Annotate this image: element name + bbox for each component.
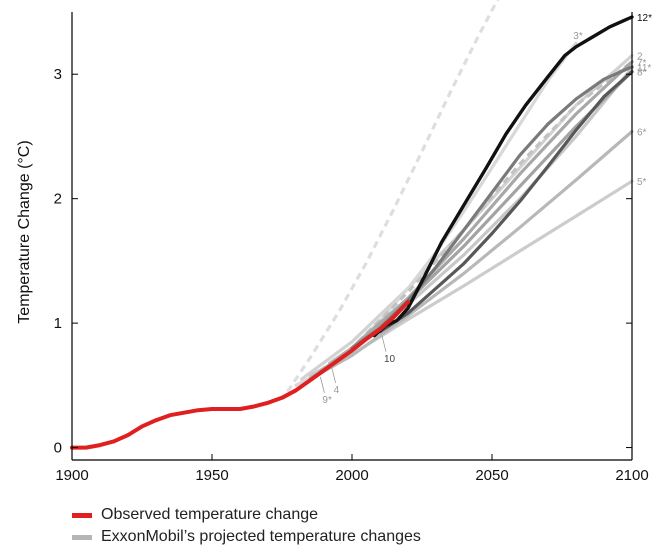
temperature-chart: 1 2 3* 4 5* 6* 7*8* 9* 10 11* 12* 1900 1950 2000 2050… <box>16 0 652 484</box>
series-label-10: 10 <box>384 354 396 365</box>
legend: Observed temperature change ExxonMobil’s… <box>72 504 421 548</box>
series-label-8: 8* <box>637 68 647 79</box>
legend-item-projected: ExxonMobil’s projected temperature chang… <box>72 526 421 548</box>
series-label-12: 12* <box>637 13 652 24</box>
legend-item-observed: Observed temperature change <box>72 504 421 526</box>
observed-series-line <box>70 300 410 450</box>
x-tick-label: 2050 <box>475 467 508 484</box>
label-leader-line <box>381 335 387 352</box>
x-tick-label: 2000 <box>335 467 368 484</box>
series-label-7: 7* <box>637 58 647 69</box>
y-tick-label: 0 <box>54 440 62 457</box>
y-tick-label: 2 <box>54 191 62 208</box>
label-leader-line <box>320 376 325 393</box>
legend-label-observed: Observed temperature change <box>101 506 319 523</box>
projection-series-line-2 <box>300 53 634 381</box>
x-tick-label: 2100 <box>615 467 648 484</box>
projection-series-line-1 <box>286 0 500 393</box>
y-tick-label: 1 <box>54 315 62 332</box>
x-tick-label: 1900 <box>55 467 88 484</box>
series-label-5: 5* <box>637 177 647 188</box>
projection-series-line-12 <box>372 15 634 338</box>
y-axis-title: Temperature Change (°C) <box>16 140 33 323</box>
legend-label-projected: ExxonMobil’s projected temperature chang… <box>101 528 421 545</box>
legend-swatch-projected <box>72 534 92 540</box>
series-label-3: 3* <box>573 31 583 42</box>
series-label-9: 9* <box>322 395 332 406</box>
series-label-11: 11* <box>637 63 651 74</box>
series-label-6: 6* <box>637 127 647 138</box>
series-label-4: 4 <box>334 385 340 396</box>
projection-series-line-8 <box>308 70 634 381</box>
series-label-2: 2 <box>637 52 643 63</box>
label-leader-line <box>331 366 336 384</box>
legend-swatch-observed <box>72 512 92 518</box>
projection-series-line-6 <box>308 129 634 381</box>
x-tick-label: 1950 <box>195 467 228 484</box>
y-tick-label: 3 <box>54 66 62 83</box>
projection-series-line-10 <box>378 70 634 334</box>
